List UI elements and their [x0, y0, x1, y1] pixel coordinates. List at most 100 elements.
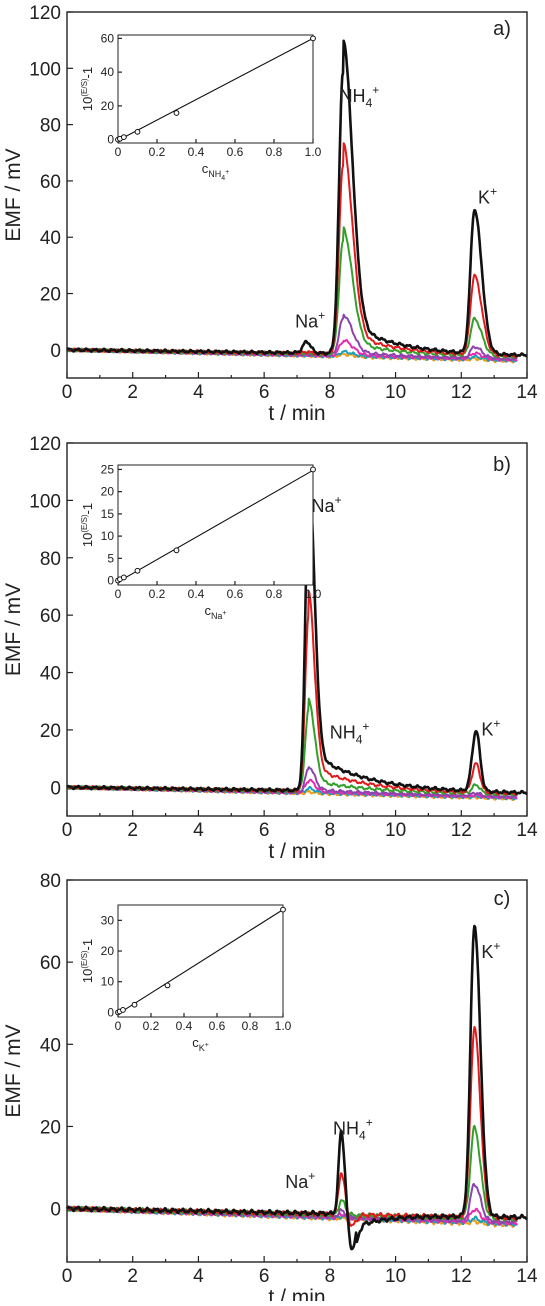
peak-annotation-superscript: +: [308, 1169, 315, 1183]
inset-y-label-main: 10: [80, 533, 95, 547]
inset-x-label-superscript: +: [205, 1042, 209, 1049]
x-axis-title: t / min: [268, 840, 325, 863]
inset-y-label-superscript: (E/S): [80, 514, 89, 533]
peak-annotation-ion: K: [481, 720, 493, 740]
inset-data-point: [280, 906, 286, 913]
x-axis-title: t / min: [268, 402, 325, 425]
series-line-3: [66, 226, 518, 359]
peak-annotation-superscript: +: [335, 493, 342, 507]
x-tick-label: 12: [451, 820, 472, 841]
y-tick-label: 0: [50, 778, 61, 799]
peak-annotation-ion: K: [481, 942, 493, 962]
peak-annotation-superscript: +: [318, 308, 325, 322]
inset-frame: [117, 904, 284, 1018]
x-tick-label: 6: [259, 820, 270, 841]
inset-y-label-tail: -1: [80, 939, 95, 951]
inset-x-tick-label: 0.4: [188, 587, 205, 601]
y-axis-title: EMF / mV: [2, 148, 25, 241]
x-tick-label: 14: [516, 1266, 538, 1287]
inset-x-label-subscript: NH: [208, 169, 221, 179]
peak-annotation-ion: Na: [295, 311, 319, 331]
inset-x-tick-label: 0.2: [143, 1019, 160, 1033]
peak-annotation-subscript: 4: [356, 733, 363, 747]
x-tick-label: 4: [193, 820, 204, 841]
inset-data-point: [310, 466, 316, 473]
inset-y-label-superscript: (E/S): [80, 950, 89, 969]
y-tick-label: 0: [50, 341, 61, 362]
y-tick-label: 40: [40, 228, 61, 249]
inset-x-tick-label: 1.0: [305, 145, 322, 159]
x-tick-label: 0: [62, 382, 73, 403]
x-tick-label: 8: [325, 1266, 336, 1287]
peak-annotation-superscript: +: [362, 720, 369, 734]
peak-annotation-ion: NH: [340, 86, 366, 106]
y-tick-label: 80: [40, 549, 61, 570]
inset-x-tick-label: 0.6: [227, 587, 244, 601]
y-tick-label: 120: [29, 434, 61, 455]
inset-x-label-main: c: [192, 1035, 199, 1050]
inset-y-label-tail: -1: [80, 67, 95, 79]
x-tick-label: 8: [325, 820, 336, 841]
peak-annotation: Na+: [295, 308, 325, 331]
peak-annotation-superscript: +: [493, 939, 500, 953]
y-tick-label: 40: [40, 1035, 61, 1056]
inset-x-tick-label: 0: [115, 587, 122, 601]
y-tick-label: 100: [29, 59, 61, 80]
peak-annotation: NH4+: [333, 1116, 373, 1143]
inset-y-tick-label: 20: [101, 99, 115, 113]
x-tick-label: 0: [62, 1266, 73, 1287]
inset-data-point: [131, 1001, 138, 1008]
x-tick-label: 0: [62, 820, 73, 841]
inset-x-label-subscript: K: [199, 1043, 205, 1053]
inset-x-tick-label: 0.4: [176, 1019, 193, 1033]
inset-y-axis-title: 10(E/S)-1: [80, 939, 95, 983]
x-tick-label: 10: [385, 382, 406, 403]
inset-x-tick-label: 0: [115, 145, 122, 159]
inset-y-tick-label: 40: [101, 65, 115, 79]
inset-y-tick-label: 0: [107, 1005, 114, 1019]
x-tick-label: 12: [451, 382, 472, 403]
y-tick-label: 80: [40, 116, 61, 137]
inset-frame: [117, 464, 314, 586]
peak-annotation-subscript: 4: [366, 96, 373, 110]
peak-annotation: Na+: [285, 1169, 315, 1192]
peak-annotation: NH4+: [330, 720, 370, 747]
inset-x-label-superscript: +: [225, 169, 229, 176]
peak-annotation-ion: Na: [285, 1172, 309, 1192]
y-tick-label: 20: [40, 721, 61, 742]
inset-data-point: [120, 574, 127, 581]
inset-y-tick-label: 10: [101, 975, 115, 989]
inset-y-tick-label: 20: [101, 485, 115, 499]
inset-x-axis-title: cNa+: [204, 603, 226, 621]
y-tick-label: 60: [40, 172, 61, 193]
x-tick-label: 2: [127, 1266, 138, 1287]
x-tick-label: 10: [385, 1266, 406, 1287]
inset-x-tick-label: 1.0: [275, 1019, 292, 1033]
inset-data-point: [310, 35, 316, 42]
inset-x-axis-title: cK+: [192, 1035, 209, 1053]
inset-data-point: [173, 547, 180, 554]
inset-y-tick-label: 30: [101, 913, 115, 927]
inset-x-label-main: c: [204, 603, 211, 618]
inset-x-tick-label: 0.6: [209, 1019, 226, 1033]
series-line-1: [65, 924, 528, 1251]
series-line-2: [66, 590, 518, 796]
series-line-2: [66, 142, 518, 359]
inset-y-tick-label: 0: [107, 574, 114, 588]
x-tick-label: 6: [259, 1266, 270, 1287]
inset-y-label-tail: -1: [80, 503, 95, 515]
x-tick-label: 2: [127, 382, 138, 403]
y-tick-label: 120: [29, 3, 61, 24]
inset-y-tick-label: 25: [101, 462, 115, 476]
peak-annotation-superscript: +: [366, 1116, 373, 1130]
y-tick-label: 20: [40, 1117, 61, 1138]
inset-data-point: [120, 134, 127, 140]
series-line-1: [65, 39, 528, 358]
inset-x-label-subscript-index: 4: [221, 175, 225, 182]
peak-annotation-superscript: +: [493, 717, 500, 731]
series-line-3: [66, 697, 518, 797]
